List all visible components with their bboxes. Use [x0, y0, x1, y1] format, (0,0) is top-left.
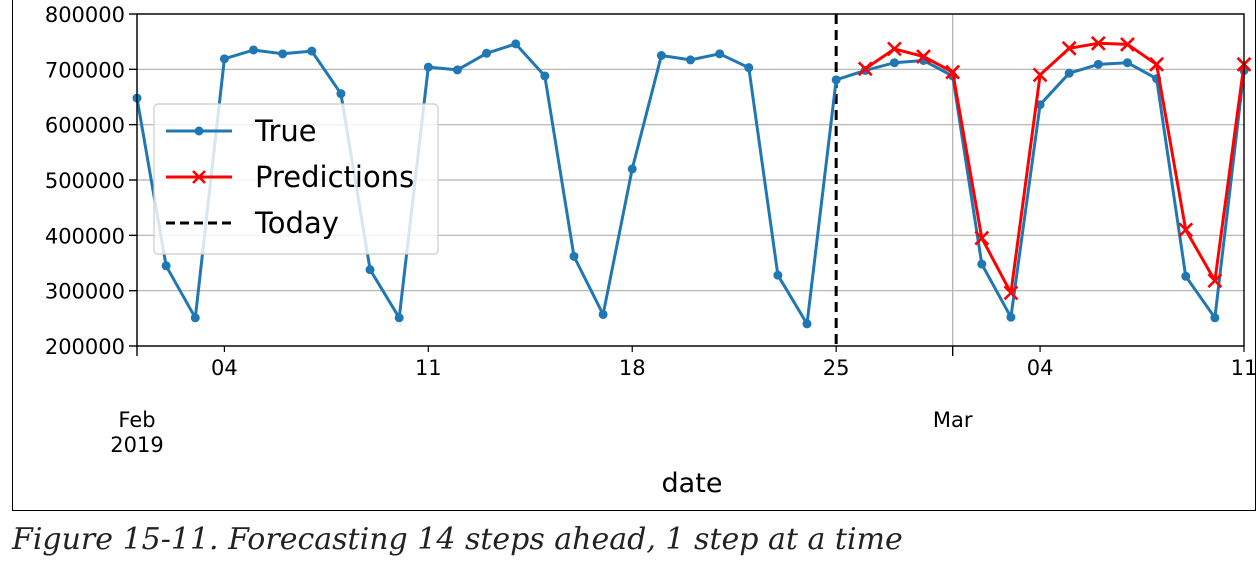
true-point	[190, 313, 200, 323]
true-point	[1210, 313, 1220, 323]
true-point	[773, 270, 783, 280]
true-point	[744, 63, 754, 73]
true-point	[511, 39, 521, 49]
legend-predictions-label: Predictions	[255, 160, 414, 194]
prediction-point	[1178, 222, 1194, 238]
figure-frame	[12, 0, 1256, 511]
y-tick-label: 200000	[45, 335, 125, 359]
x-month-label: Feb	[118, 408, 155, 432]
true-point	[627, 164, 637, 174]
x-axis-label: date	[662, 468, 723, 499]
y-tick-label: 400000	[45, 224, 125, 248]
prediction-point	[1120, 37, 1135, 52]
true-point	[656, 51, 666, 60]
true-point	[1006, 312, 1016, 322]
true-point	[1181, 271, 1191, 281]
x-tick-label: 25	[823, 356, 850, 380]
true-point	[278, 49, 288, 59]
prediction-point	[1149, 56, 1165, 72]
true-point	[1093, 59, 1103, 69]
true-point	[540, 71, 550, 81]
prediction-point	[974, 230, 990, 246]
true-point	[336, 89, 346, 99]
x-tick-label: 11	[1231, 356, 1258, 380]
true-point	[161, 261, 171, 271]
true-point	[831, 75, 841, 85]
true-point	[715, 49, 725, 59]
y-tick-label: 300000	[45, 280, 125, 304]
prediction-point	[1003, 285, 1019, 301]
true-point	[482, 48, 492, 58]
true-point	[977, 259, 987, 269]
true-point	[889, 58, 899, 68]
y-tick-label: 800000	[45, 3, 125, 27]
prediction-point	[887, 41, 902, 57]
prediction-point	[1207, 273, 1223, 289]
legend-predictions-marker	[192, 170, 206, 184]
true-point	[1064, 68, 1074, 78]
true-point	[569, 251, 579, 261]
x-year-label: 2019	[110, 433, 163, 457]
true-point	[686, 55, 695, 65]
legend-box	[153, 103, 439, 255]
x-tick-label: 04	[211, 356, 238, 380]
prediction-point	[945, 64, 961, 80]
true-point	[598, 309, 608, 319]
predictions-series-line	[864, 41, 1246, 295]
true-point	[219, 54, 229, 64]
true-point	[1122, 58, 1132, 68]
legend-true-label: True	[254, 114, 317, 148]
true-point	[452, 65, 462, 75]
figure-caption: Figure 15-11. Forecasting 14 steps ahead…	[12, 522, 903, 557]
y-tick-label: 700000	[45, 58, 125, 82]
y-tick-label: 500000	[45, 169, 125, 193]
true-point	[249, 45, 259, 55]
y-tick-label: 600000	[45, 114, 125, 138]
x-tick-label: 04	[1027, 356, 1054, 380]
prediction-point	[857, 61, 873, 77]
legend-true-marker	[194, 126, 204, 136]
prediction-point	[1032, 67, 1048, 83]
prediction-point	[1090, 35, 1106, 51]
true-point	[802, 319, 812, 329]
true-point	[365, 265, 375, 275]
legend-today-label: Today	[254, 206, 339, 240]
x-month-label: Mar	[933, 408, 973, 432]
series-layer	[132, 14, 1252, 346]
x-tick-label: 18	[619, 356, 646, 380]
forecast-chart: 200000 300000 400000 500000 600000 700000 8000…	[45, 3, 1258, 499]
true-point	[423, 62, 433, 72]
true-point	[394, 313, 404, 323]
x-tick-label: 11	[415, 356, 442, 380]
true-point	[307, 46, 317, 56]
prediction-point	[1061, 40, 1077, 56]
legend: True Predictions Today	[153, 103, 439, 255]
prediction-point	[916, 49, 931, 65]
axes: 200000 300000 400000 500000 600000 700000 8000…	[45, 3, 1258, 457]
